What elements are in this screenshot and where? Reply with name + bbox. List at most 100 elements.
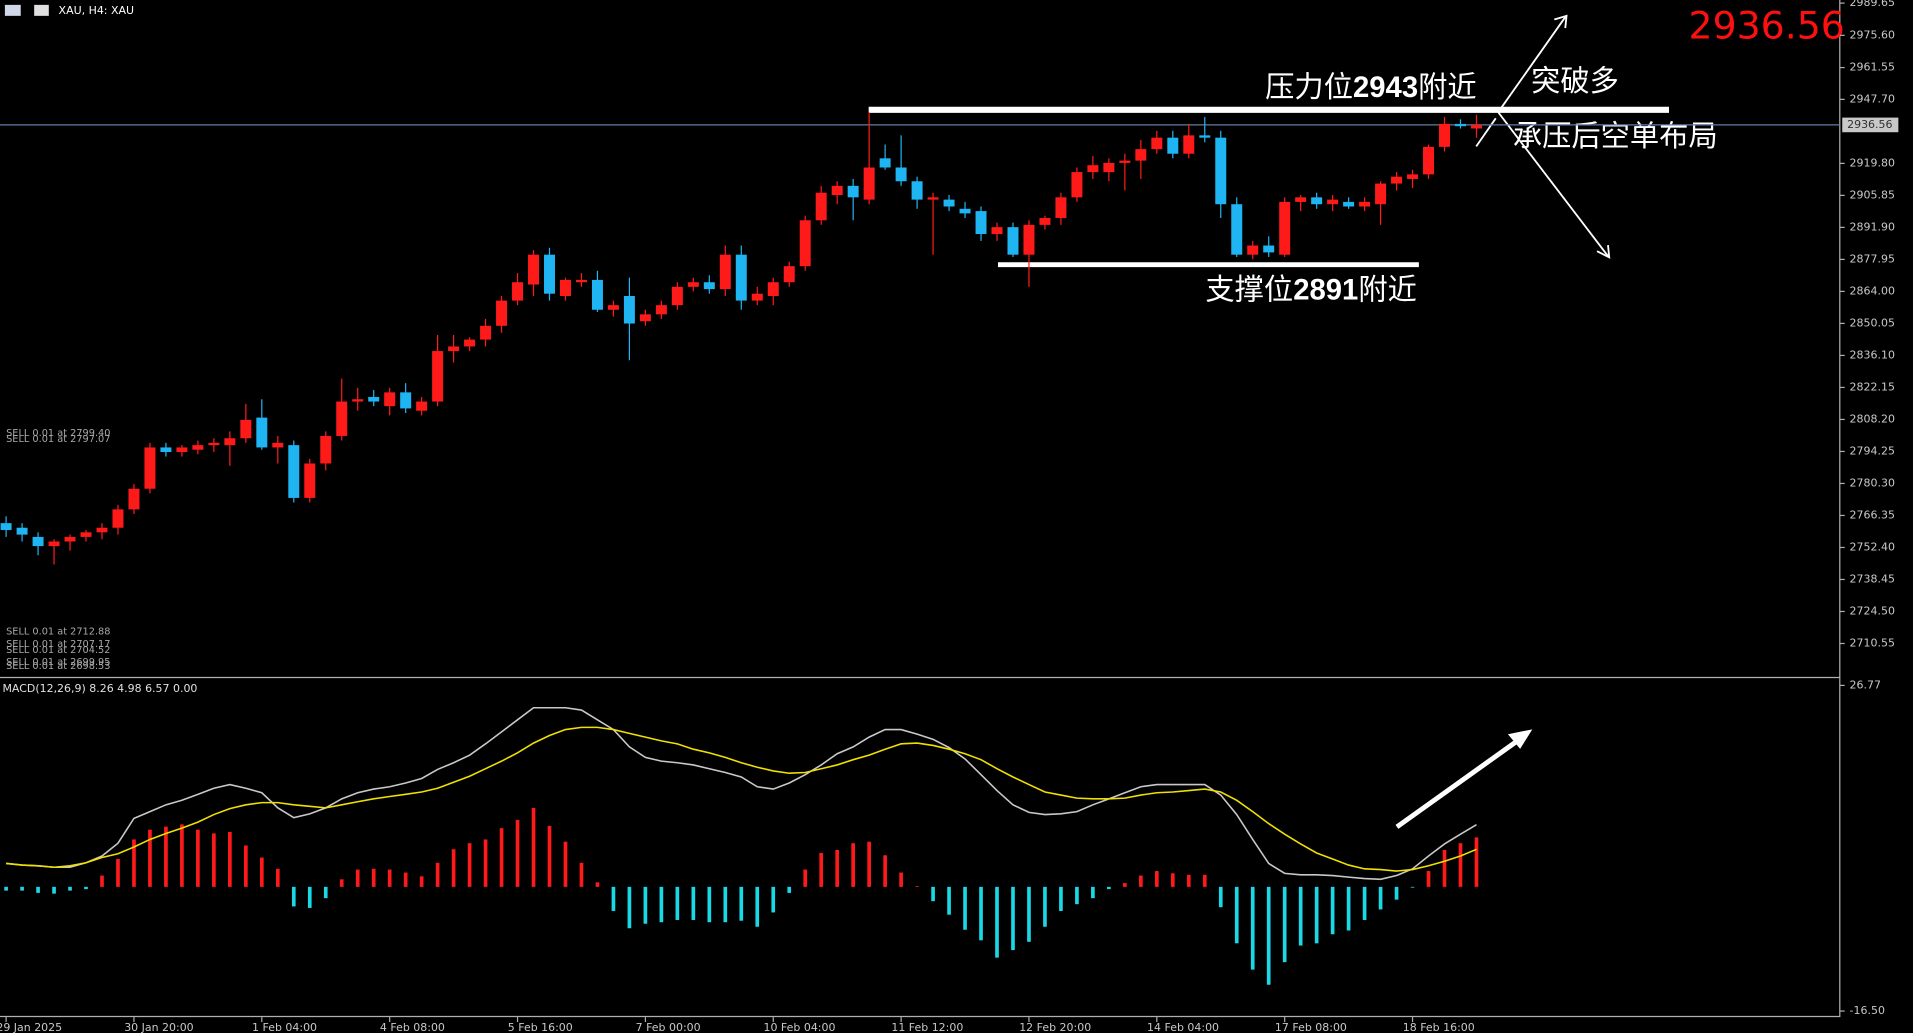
candle-body (991, 227, 1003, 235)
candle-body (1007, 227, 1019, 255)
candle-body (224, 438, 236, 446)
x-tick-label: 30 Jan 20:00 (124, 1021, 193, 1033)
arrow (1475, 117, 1497, 147)
breakout-annotation: 突破多 (1531, 64, 1619, 98)
candle-body (879, 158, 891, 168)
candle-body (1423, 146, 1435, 175)
annotation-part: 压力位 (1265, 70, 1353, 104)
macd-line (6, 726, 1477, 872)
x-tick-label: 10 Feb 04:00 (763, 1021, 835, 1033)
candle-body (1151, 137, 1163, 150)
candle-body (448, 346, 460, 352)
candle-body (176, 447, 188, 453)
resistance-annotation: 压力位2943附近 (1265, 70, 1477, 104)
candle-body (735, 254, 747, 301)
candle-body (943, 199, 955, 207)
candle-body (96, 527, 108, 533)
candle-body (1167, 137, 1179, 154)
candle-body (528, 254, 540, 285)
symbol-label: XAU, H4: XAU (59, 4, 134, 17)
candle-body (895, 167, 907, 182)
candle-body (272, 442, 284, 448)
candle-body (671, 286, 683, 306)
candle-body (591, 279, 603, 310)
x-tick-label: 1 Feb 04:00 (252, 1021, 317, 1033)
y-tick-label: 2905.85 (1850, 188, 1895, 201)
candle-body (1455, 123, 1466, 127)
candle-body (208, 442, 220, 446)
candle-body (432, 351, 444, 402)
candle-body (1391, 176, 1403, 184)
candle-body (815, 192, 827, 221)
arrowhead (1507, 729, 1533, 749)
arrow (1497, 16, 1567, 113)
candle-body (64, 536, 76, 542)
candle-body (655, 305, 667, 315)
candle-body (128, 488, 140, 510)
candle-body (496, 300, 508, 326)
y-tick-label: 2752.40 (1850, 540, 1895, 553)
candle-body (639, 314, 651, 322)
y-tick-label: -16.50 (1850, 1004, 1885, 1017)
x-tick-label: 17 Feb 08:00 (1275, 1021, 1347, 1033)
x-tick-label: 4 Feb 08:00 (380, 1021, 445, 1033)
candle-body (1470, 124, 1482, 129)
candle-body (544, 254, 555, 294)
candle-body (1103, 162, 1115, 173)
order-label: SELL 0.01 at 2707.17 (6, 639, 110, 650)
annotation-part: 2891 (1293, 274, 1358, 306)
macd-title: MACD(12,26,9) 8.26 4.98 6.57 0.00 (2, 682, 197, 695)
order-label: SELL 0.01 at 2712.88 (6, 627, 110, 638)
annotation-part: 附近 (1358, 272, 1417, 306)
candle-body (927, 197, 939, 200)
candle-body (400, 392, 412, 409)
candle-body (783, 266, 795, 283)
candle-body (975, 211, 987, 235)
candle-body (1183, 135, 1195, 154)
candle-body (240, 419, 252, 439)
x-tick-label: 29 Jan 2025 (0, 1021, 62, 1033)
candle-body (1135, 149, 1147, 161)
candle-body (304, 463, 316, 498)
y-tick-label: 2738.45 (1850, 572, 1895, 585)
y-tick-label: 2808.20 (1850, 412, 1895, 425)
arrow (1497, 111, 1609, 257)
candle-body (703, 282, 715, 290)
arrowhead (1596, 245, 1611, 259)
candle-body (368, 396, 380, 402)
candle-body (1199, 135, 1211, 138)
candle-body (16, 527, 28, 535)
candle-body (464, 339, 476, 347)
arrowhead (1554, 14, 1568, 29)
candle-body (384, 392, 396, 407)
y-tick-label: 2766.35 (1850, 508, 1895, 521)
candle-body (1215, 137, 1227, 205)
candle-body (1359, 201, 1371, 207)
support-annotation: 支撑位2891附近 (1205, 272, 1417, 306)
y-tick-label: 2822.15 (1850, 380, 1895, 393)
candle-body (80, 532, 92, 537)
y-tick-label: 2891.90 (1850, 220, 1895, 233)
candle-body (687, 282, 699, 287)
candle-body (575, 279, 587, 283)
annotation-part: 附近 (1418, 70, 1477, 104)
y-tick-label: 2710.55 (1850, 636, 1895, 649)
candle-body (1295, 197, 1307, 202)
y-tick-label: 2975.60 (1850, 28, 1895, 41)
x-tick-label: 11 Feb 12:00 (891, 1021, 963, 1033)
candle-body (512, 282, 524, 301)
current-price-box (1842, 117, 1899, 133)
candle-body (1311, 197, 1323, 205)
icon (4, 4, 21, 16)
y-tick-label: 2780.30 (1850, 476, 1895, 489)
macd-arrow (1395, 733, 1527, 829)
y-tick-label: 2850.05 (1850, 316, 1895, 329)
current-price-label: 2936.56 (1847, 118, 1892, 131)
candle-body (1247, 245, 1259, 255)
y-tick-label: 2961.55 (1850, 61, 1895, 74)
candle-body (288, 445, 300, 498)
candle-body (1071, 172, 1083, 198)
